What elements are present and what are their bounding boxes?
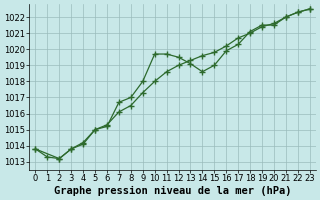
X-axis label: Graphe pression niveau de la mer (hPa): Graphe pression niveau de la mer (hPa) — [54, 186, 291, 196]
